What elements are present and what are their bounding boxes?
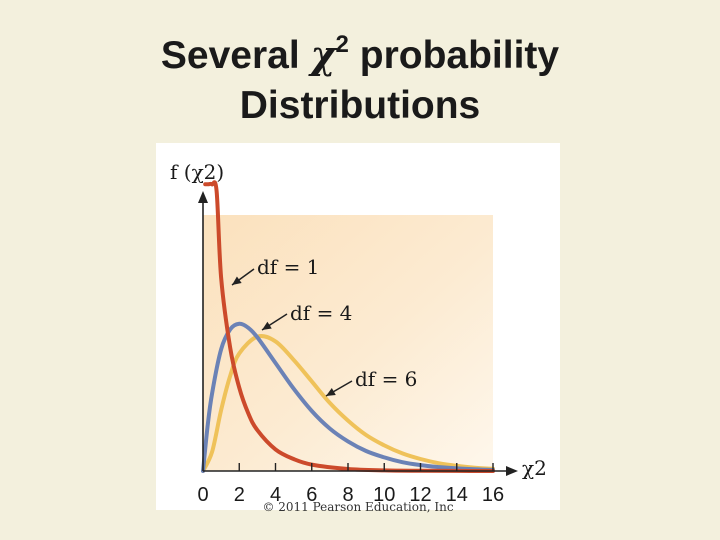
x-tick-label: 10 — [373, 484, 395, 506]
x-tick-label: 6 — [306, 484, 317, 506]
y-axis-arrow — [198, 191, 208, 203]
x-tick-label: 4 — [270, 484, 281, 506]
x-tick-label: 12 — [409, 484, 431, 506]
x-tick-label: 16 — [482, 484, 504, 506]
slide-title-line1: Several χ2 probability — [0, 30, 720, 81]
series-label-df1: df = 1 — [257, 255, 319, 279]
copyright-notice: © 2011 Pearson Education, Inc — [262, 500, 454, 514]
chi-symbol: χ — [310, 32, 336, 77]
series-line-df4 — [201, 321, 495, 473]
x-tick-label: 0 — [197, 484, 208, 506]
series-label-df4: df = 4 — [290, 301, 352, 325]
chi-square-chart: f (χ2) χ2 0 2 4 6 8 10 12 14 16 df = 1 df = 4 df = … — [170, 160, 547, 506]
x-tick-label: 8 — [342, 484, 353, 506]
plot-background — [203, 215, 493, 471]
title-superscript: 2 — [335, 31, 349, 58]
series-label-df6: df = 6 — [355, 367, 417, 391]
annotation-arrowhead — [326, 388, 336, 396]
x-tick-label: 14 — [446, 484, 468, 506]
annotation-arrowhead — [232, 276, 242, 285]
slide-title: Several χ2 probability Distributions — [0, 30, 720, 131]
chi-square-figure: f (χ2) χ2 0 2 4 6 8 10 12 14 16 df = 1 df = 4 df = … — [156, 143, 560, 514]
title-after: probability — [359, 34, 560, 77]
title-line2: Distributions — [239, 84, 481, 127]
y-axis-label: f (χ2) — [170, 160, 224, 184]
x-axis-arrow — [506, 466, 518, 476]
x-axis-label: χ2 — [522, 456, 547, 480]
series-line-df6 — [201, 333, 495, 473]
x-tick-label: 2 — [234, 484, 245, 506]
annotation-arrowhead — [262, 321, 272, 330]
title-before: Several — [160, 34, 300, 77]
